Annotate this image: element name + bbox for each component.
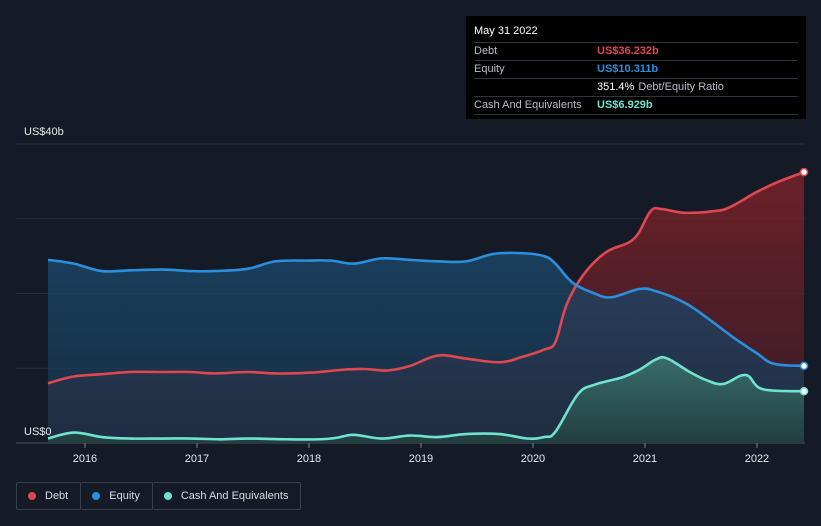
debt-dot-icon bbox=[28, 492, 36, 500]
tooltip-cash-row: Cash And Equivalents US$6.929b bbox=[474, 97, 798, 115]
y-axis-bottom-label: US$0 bbox=[24, 426, 52, 438]
equity-line bbox=[47, 251, 805, 368]
tooltip-ratio-value: 351.4% bbox=[597, 81, 635, 93]
tooltip-ratio-label: Debt/Equity Ratio bbox=[638, 81, 724, 93]
cash-area bbox=[48, 357, 804, 443]
debt-line bbox=[47, 170, 805, 385]
x-tick-label: 2021 bbox=[633, 453, 657, 465]
legend-label-equity: Equity bbox=[109, 490, 140, 502]
cash-end-dot bbox=[799, 386, 809, 396]
cash-dot-icon bbox=[163, 492, 172, 500]
tooltip-panel: May 31 2022 Debt US$36.232b Equity US$10… bbox=[466, 16, 806, 119]
tooltip-equity-value: US$10.311b bbox=[597, 63, 659, 75]
x-tick-label: 2018 bbox=[297, 453, 321, 465]
legend-label-cash: Cash And Equivalents bbox=[180, 490, 289, 502]
equity-dot-icon bbox=[92, 492, 101, 500]
tooltip-date: May 31 2022 bbox=[474, 24, 798, 43]
y-axis-top-label: US$40b bbox=[24, 126, 64, 138]
x-tick-label: 2022 bbox=[745, 453, 769, 465]
tooltip-debt-row: Debt US$36.232b bbox=[474, 43, 798, 61]
tooltip-debt-value: US$36.232b bbox=[597, 45, 659, 57]
cash-line bbox=[47, 355, 805, 441]
x-tick-label: 2020 bbox=[521, 453, 545, 465]
tooltip-ratio-row: 351.4% Debt/Equity Ratio bbox=[474, 79, 798, 97]
series-areas bbox=[48, 172, 804, 443]
tooltip-equity-label: Equity bbox=[474, 63, 505, 75]
x-tick-label: 2017 bbox=[185, 453, 209, 465]
tooltip-debt-label: Debt bbox=[474, 45, 498, 57]
tooltip-equity-row: Equity US$10.311b bbox=[474, 61, 798, 79]
x-tick-label: 2016 bbox=[73, 453, 97, 465]
tooltip-cash-label: Cash And Equivalents bbox=[474, 99, 582, 111]
series-end-dots bbox=[799, 167, 809, 396]
x-tick-label: 2019 bbox=[409, 453, 433, 465]
debt-end-dot bbox=[799, 167, 809, 177]
x-axis-ticks: 2016 2017 2018 2019 2020 2021 2022 bbox=[73, 443, 769, 465]
legend-item-debt[interactable]: Debt bbox=[16, 482, 82, 510]
tooltip-cash-value: US$6.929b bbox=[597, 99, 653, 111]
chart-legend: Debt Equity Cash And Equivalents bbox=[16, 482, 302, 510]
legend-item-cash[interactable]: Cash And Equivalents bbox=[152, 482, 302, 510]
equity-end-dot bbox=[799, 361, 809, 371]
legend-item-equity[interactable]: Equity bbox=[81, 482, 153, 510]
legend-label-debt: Debt bbox=[45, 490, 69, 502]
series-lines bbox=[47, 170, 805, 441]
